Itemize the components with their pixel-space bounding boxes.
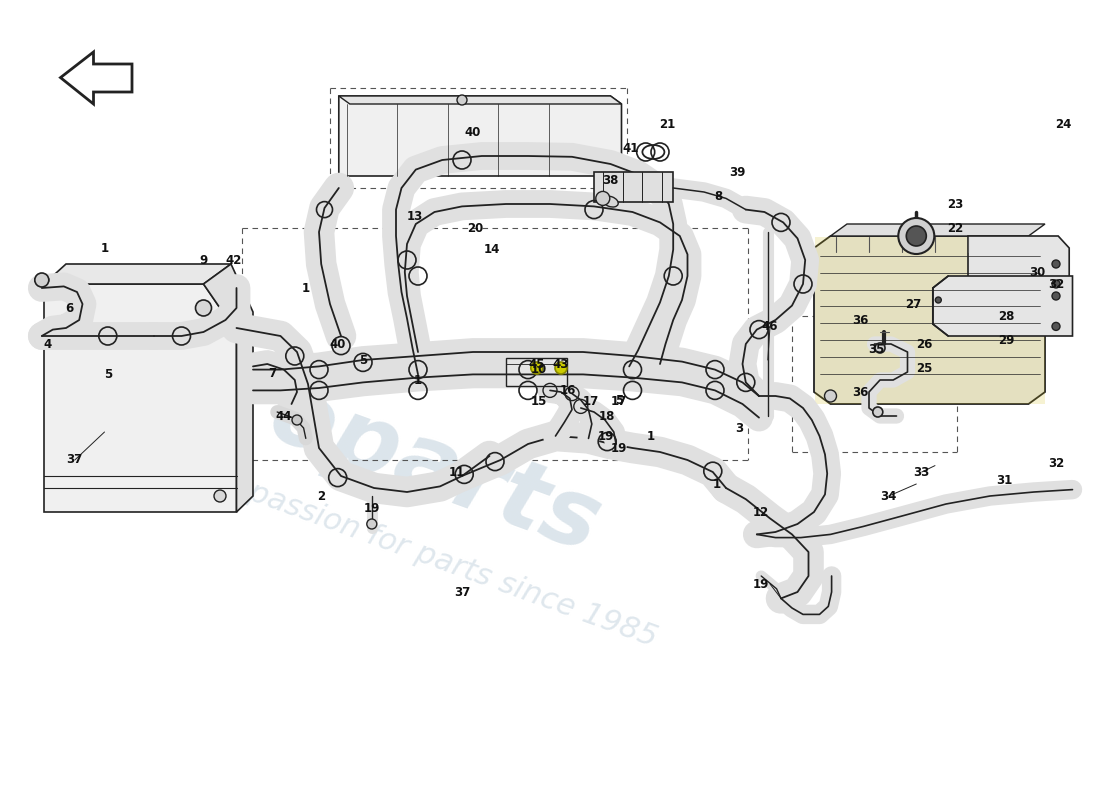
Polygon shape [44, 284, 236, 512]
Circle shape [874, 343, 886, 353]
Polygon shape [814, 236, 1045, 404]
Polygon shape [968, 236, 1069, 316]
Circle shape [906, 226, 926, 246]
Ellipse shape [35, 275, 48, 285]
Text: 19: 19 [754, 578, 769, 590]
Text: 16: 16 [560, 384, 575, 397]
Bar [506, 358, 566, 386]
Text: 42: 42 [226, 254, 241, 266]
Text: 22: 22 [947, 222, 962, 234]
Text: 13: 13 [407, 210, 422, 222]
Text: 25: 25 [916, 362, 932, 374]
Polygon shape [44, 264, 231, 284]
Text: 4: 4 [43, 338, 52, 350]
Circle shape [596, 191, 609, 206]
Text: 43: 43 [553, 358, 569, 370]
Text: 1: 1 [100, 242, 109, 254]
Text: 36: 36 [852, 386, 868, 398]
Circle shape [292, 415, 302, 425]
Circle shape [899, 218, 934, 254]
Text: 1: 1 [301, 282, 310, 294]
Text: 32: 32 [1048, 278, 1064, 290]
Text: 37: 37 [67, 454, 82, 466]
Text: 17: 17 [583, 395, 598, 408]
Circle shape [456, 95, 468, 105]
Circle shape [1052, 322, 1060, 330]
Text: 5: 5 [615, 394, 624, 406]
Text: 1: 1 [647, 430, 656, 442]
Text: 5: 5 [103, 368, 112, 381]
Text: 19: 19 [364, 502, 380, 514]
Text: 41: 41 [623, 142, 638, 154]
Circle shape [556, 362, 566, 374]
Polygon shape [933, 276, 1072, 336]
Circle shape [35, 273, 48, 287]
Polygon shape [339, 96, 622, 176]
Circle shape [214, 490, 225, 502]
Ellipse shape [603, 196, 618, 207]
Text: 9: 9 [199, 254, 208, 266]
Circle shape [196, 300, 211, 316]
Text: 18: 18 [600, 410, 615, 422]
Text: 23: 23 [947, 198, 962, 210]
Text: europarts: europarts [91, 307, 613, 573]
Text: 1: 1 [713, 478, 722, 490]
Text: 17: 17 [612, 395, 627, 408]
Text: 40: 40 [330, 338, 345, 350]
Circle shape [825, 390, 836, 402]
Text: 7: 7 [268, 367, 277, 380]
Text: 10: 10 [531, 363, 547, 376]
Text: 26: 26 [916, 338, 932, 350]
Text: 11: 11 [449, 466, 464, 478]
Circle shape [531, 362, 542, 374]
Text: 38: 38 [603, 174, 618, 186]
Text: 27: 27 [905, 298, 921, 310]
Text: 24: 24 [1056, 118, 1071, 130]
Text: 30: 30 [1030, 266, 1045, 278]
Text: 5: 5 [359, 354, 367, 366]
Polygon shape [204, 264, 253, 512]
Text: 12: 12 [754, 506, 769, 518]
Text: 1: 1 [414, 374, 422, 386]
Text: 6: 6 [65, 302, 74, 314]
Text: 40: 40 [465, 126, 481, 138]
Bar [815, 237, 1045, 404]
Text: a passion for parts since 1985: a passion for parts since 1985 [219, 467, 661, 653]
Polygon shape [339, 96, 622, 104]
Text: 19: 19 [598, 430, 614, 442]
Polygon shape [830, 224, 1045, 236]
Text: 35: 35 [869, 343, 884, 356]
Circle shape [1052, 292, 1060, 300]
Text: 2: 2 [317, 490, 326, 502]
Text: 20: 20 [468, 222, 483, 234]
Text: 37: 37 [454, 586, 470, 598]
Text: 21: 21 [660, 118, 675, 130]
Text: 36: 36 [852, 314, 868, 326]
Bar [594, 172, 673, 202]
Text: 39: 39 [729, 166, 745, 178]
Text: 45: 45 [528, 358, 544, 370]
Text: 14: 14 [484, 243, 499, 256]
Text: 8: 8 [714, 190, 723, 202]
Text: 32: 32 [1048, 458, 1064, 470]
Text: 46: 46 [761, 320, 779, 333]
Circle shape [1052, 280, 1060, 288]
Text: 28: 28 [999, 310, 1014, 322]
Circle shape [1052, 260, 1060, 268]
Circle shape [366, 519, 377, 529]
Text: 3: 3 [735, 422, 744, 434]
Text: 31: 31 [997, 474, 1012, 486]
Text: 44: 44 [275, 410, 293, 422]
Text: 34: 34 [881, 490, 896, 502]
Circle shape [935, 297, 942, 303]
Text: 19: 19 [612, 442, 627, 454]
Text: 15: 15 [531, 395, 547, 408]
Text: 29: 29 [999, 334, 1014, 346]
Text: 33: 33 [914, 466, 929, 478]
Circle shape [872, 407, 883, 417]
